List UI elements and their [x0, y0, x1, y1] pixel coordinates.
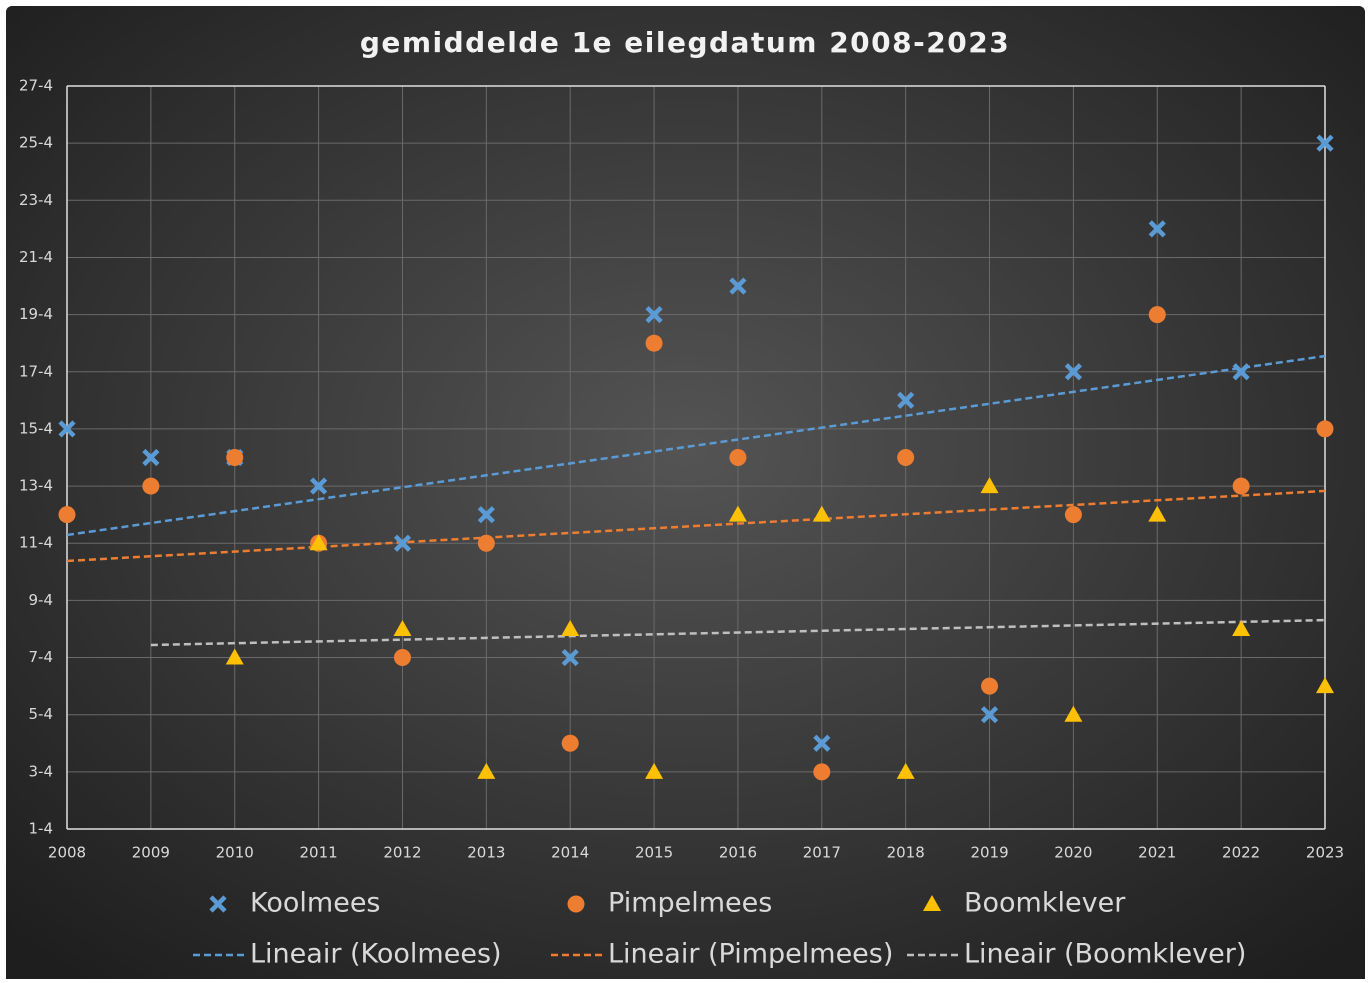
- marker-cross: [813, 734, 831, 752]
- marker-circle: [981, 677, 999, 695]
- marker-circle: [645, 334, 663, 352]
- x-tick-label: 2011: [300, 844, 338, 862]
- marker-cross: [142, 448, 160, 467]
- x-tick-label: 2020: [1054, 844, 1092, 862]
- marker-circle: [729, 449, 747, 466]
- marker-triangle: [1316, 677, 1334, 694]
- y-tick-label: 13-4: [19, 477, 53, 495]
- y-tick-label: 7-4: [29, 648, 54, 666]
- marker-triangle: [923, 895, 941, 911]
- marker-cross: [980, 706, 999, 724]
- y-tick-label: 21-4: [19, 248, 53, 266]
- marker-circle: [1316, 420, 1334, 438]
- y-tick-label: 3-4: [29, 762, 54, 780]
- trendline: [66, 354, 1326, 537]
- marker-circle: [567, 895, 585, 913]
- marker-cross: [1148, 220, 1166, 238]
- x-tick-label: 2010: [216, 844, 254, 862]
- marker-cross: [58, 420, 76, 438]
- marker-circle: [1064, 506, 1082, 524]
- y-tick-label: 19-4: [19, 305, 53, 323]
- marker-cross: [1316, 134, 1334, 152]
- marker-triangle: [309, 534, 328, 551]
- marker-circle: [813, 763, 831, 781]
- marker-triangle: [1232, 619, 1251, 636]
- x-tick-label: 2018: [887, 844, 925, 862]
- marker-cross: [1232, 363, 1250, 381]
- legend-label: Koolmees: [250, 888, 381, 919]
- y-tick-label: 27-4: [19, 77, 53, 95]
- y-tick-label: 17-4: [19, 362, 53, 380]
- x-tick-label: 2009: [132, 844, 170, 862]
- y-tick-label: 1-4: [29, 820, 54, 838]
- marker-triangle: [225, 648, 244, 665]
- legend-label: Lineair (Koolmees): [250, 939, 502, 970]
- trendline: [66, 489, 1326, 563]
- legend-label: Boomklever: [964, 888, 1126, 919]
- x-tick-label: 2019: [970, 844, 1008, 862]
- marker-cross: [1064, 363, 1082, 381]
- marker-circle: [897, 449, 915, 466]
- x-tick-label: 2017: [803, 844, 841, 862]
- marker-triangle: [561, 619, 580, 636]
- marker-circle: [58, 506, 76, 524]
- marker-triangle: [393, 619, 412, 636]
- x-tick-label: 2008: [48, 844, 86, 862]
- marker-cross: [393, 534, 412, 552]
- marker-cross: [729, 277, 747, 295]
- y-tick-label: 15-4: [19, 419, 53, 437]
- x-tick-label: 2022: [1222, 844, 1260, 862]
- y-tick-label: 25-4: [19, 134, 53, 152]
- marker-circle: [1232, 477, 1250, 495]
- marker-cross: [897, 391, 915, 409]
- x-tick-label: 2013: [467, 844, 505, 862]
- marker-triangle: [728, 505, 747, 522]
- marker-circle: [393, 649, 411, 667]
- chart-title: gemiddelde 1e eilegdatum 2008-2023: [360, 26, 1010, 59]
- x-tick-label: 2016: [719, 844, 757, 862]
- x-tick-label: 2012: [383, 844, 421, 862]
- marker-cross: [310, 477, 328, 495]
- marker-triangle: [1064, 705, 1083, 722]
- marker-circle: [142, 477, 160, 495]
- marker-triangle: [477, 762, 496, 779]
- marker-triangle: [1148, 505, 1167, 522]
- legend-label: Pimpelmees: [608, 888, 772, 919]
- trendline: [150, 618, 1326, 647]
- y-tick-label: 11-4: [19, 534, 53, 552]
- legend-label: Lineair (Boomklever): [964, 939, 1246, 970]
- chart-background: [6, 6, 1365, 983]
- marker-triangle: [645, 762, 664, 779]
- marker-circle: [477, 534, 495, 552]
- marker-circle: [226, 449, 244, 466]
- x-tick-label: 2014: [551, 844, 589, 862]
- x-tick-label: 2021: [1138, 844, 1176, 862]
- marker-triangle: [980, 477, 999, 494]
- y-tick-label: 23-4: [19, 191, 53, 209]
- marker-triangle: [896, 762, 915, 779]
- marker-cross: [209, 895, 227, 913]
- x-tick-label: 2023: [1306, 844, 1344, 862]
- legend-label: Lineair (Pimpelmees): [608, 939, 893, 970]
- y-tick-label: 9-4: [29, 591, 54, 609]
- marker-circle: [561, 734, 579, 752]
- x-tick-label: 2015: [635, 844, 673, 862]
- marker-cross: [645, 306, 663, 324]
- marker-circle: [1148, 306, 1166, 324]
- marker-cross: [477, 506, 495, 524]
- marker-triangle: [812, 505, 831, 522]
- marker-cross: [561, 648, 579, 667]
- y-tick-label: 5-4: [29, 705, 54, 723]
